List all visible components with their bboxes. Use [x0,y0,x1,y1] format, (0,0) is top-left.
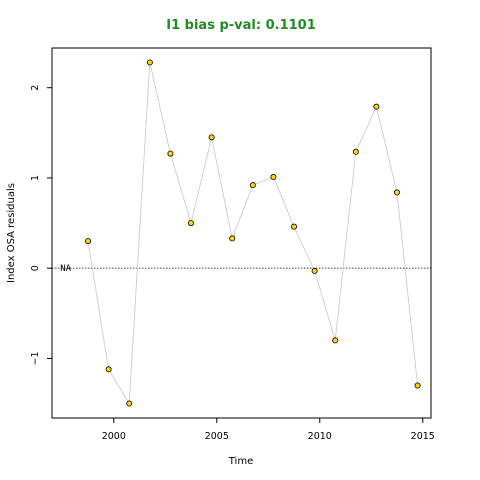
y-tick-label-0: 0 [30,265,41,271]
series-line-0 [87,62,419,406]
data-point-13 [352,148,359,155]
data-point-10 [291,223,298,230]
data-point-9 [270,174,277,181]
data-point-6 [208,134,215,141]
data-point-11 [311,267,318,274]
data-point-16 [414,382,421,389]
data-point-2 [126,400,133,407]
data-point-1 [105,366,112,373]
x-tick-label-2005: 2005 [205,431,229,442]
data-point-15 [394,189,401,196]
y-tick-label-2: 2 [30,85,41,91]
plot-area: NA [52,59,431,407]
x-tick-label-2010: 2010 [308,431,332,442]
plot-frame [51,47,432,419]
data-point-0 [85,238,92,245]
annotation-0: NA [60,264,71,274]
data-point-12 [332,337,339,344]
data-point-5 [188,220,195,227]
y-axis-label: Index OSA residuals [6,183,17,283]
y-tick-label-1: 1 [30,175,41,181]
x-axis-label: Time [228,456,253,467]
axes: 2000 2005 2010 2015 −1 0 1 2 [30,85,435,442]
data-point-4 [167,150,174,157]
data-point-14 [373,103,380,110]
x-tick-label-2000: 2000 [102,431,126,442]
data-point-7 [229,235,236,242]
x-tick-label-2015: 2015 [411,431,435,442]
data-point-8 [249,182,256,189]
data-point-3 [146,59,153,66]
y-tick-label--1: −1 [30,351,41,365]
chart-title: I1 bias p-val: 0.1101 [166,18,316,33]
